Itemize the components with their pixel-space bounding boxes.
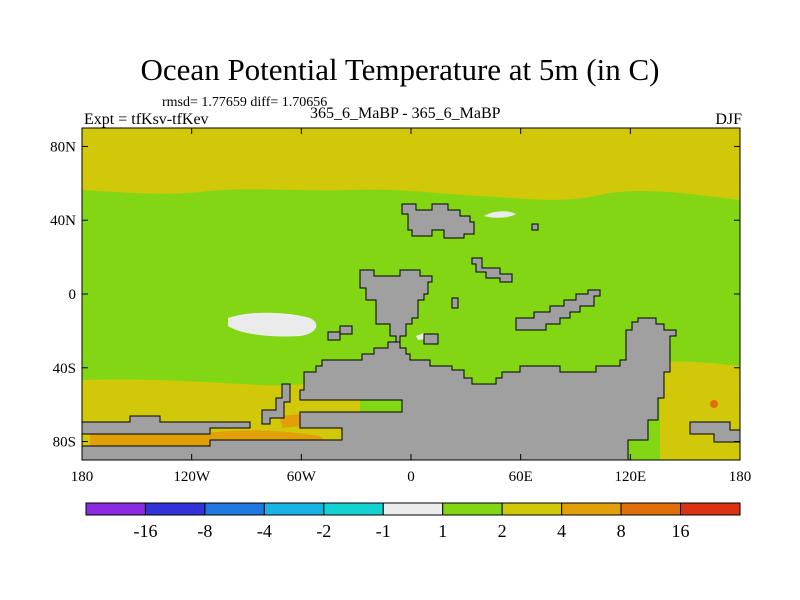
x-tick-label: 120W bbox=[173, 469, 211, 485]
land-mask bbox=[81, 203, 741, 461]
field-north-band bbox=[82, 128, 740, 200]
y-tick-label: 80N bbox=[50, 139, 76, 155]
land-peninsula bbox=[261, 383, 291, 425]
colorbar-swatch bbox=[382, 502, 444, 516]
land-africa-antarctica bbox=[81, 269, 677, 461]
colorbar-label: 2 bbox=[498, 521, 507, 541]
x-axis: 180 120W 60W 0 60E 120E 180 bbox=[71, 128, 752, 485]
x-tick-label: 60E bbox=[509, 469, 533, 485]
y-tick-label: 80S bbox=[53, 435, 76, 451]
y-tick-label: 40N bbox=[50, 213, 76, 229]
colorbar-swatch bbox=[501, 502, 563, 516]
field-south-band-east bbox=[660, 361, 740, 460]
land-island-3 bbox=[327, 331, 341, 341]
land-island-5 bbox=[531, 223, 539, 231]
field-near-zero-patch-1 bbox=[228, 312, 317, 337]
colorbar-label: -8 bbox=[197, 521, 212, 541]
colorbar-swatch bbox=[323, 502, 384, 516]
x-tick-label: 120E bbox=[614, 469, 646, 485]
colorbar-swatch bbox=[144, 502, 206, 516]
land-arabia bbox=[471, 257, 513, 283]
colorbar-label: 8 bbox=[617, 521, 626, 541]
colorbar-label: -1 bbox=[376, 521, 391, 541]
x-tick-label: 60W bbox=[287, 469, 317, 485]
colorbar-swatch bbox=[85, 502, 146, 516]
colorbar-swatch bbox=[680, 502, 741, 516]
colorbar-swatch bbox=[620, 502, 682, 516]
field-warm-patch-3 bbox=[280, 414, 302, 428]
land-island-1 bbox=[451, 297, 459, 309]
colorbar-swatch bbox=[442, 502, 503, 516]
land-indonesia bbox=[515, 289, 601, 331]
stats-line: rmsd= 1.77659 diff= 1.70656 bbox=[162, 95, 328, 110]
colorbar-swatch bbox=[263, 502, 325, 516]
colorbar-swatch bbox=[561, 502, 622, 516]
colorbar-swatch bbox=[204, 502, 265, 516]
colorbar: -16 -8 -4 -2 -1 1 2 4 8 16 bbox=[85, 502, 741, 541]
x-tick-label: 180 bbox=[729, 469, 752, 485]
colorbar-label: -16 bbox=[133, 521, 157, 541]
colorbar-label: 1 bbox=[438, 521, 447, 541]
colorbar-label: -4 bbox=[257, 521, 272, 541]
x-tick-label: 180 bbox=[71, 469, 94, 485]
y-tick-label: 40S bbox=[53, 361, 76, 377]
x-tick-label: 0 bbox=[407, 469, 415, 485]
colorbar-label: 4 bbox=[557, 521, 566, 541]
colorbar-label: -2 bbox=[316, 521, 331, 541]
experiment-label: Expt = tfKsv-tfKev bbox=[84, 111, 209, 128]
season-label: DJF bbox=[715, 111, 742, 128]
land-eurasia bbox=[401, 203, 475, 239]
land-island-4 bbox=[339, 325, 353, 335]
y-axis: 80N 40N 0 40S 80S bbox=[50, 139, 740, 451]
land-island-2 bbox=[423, 333, 439, 345]
y-tick-label: 0 bbox=[69, 287, 77, 303]
case-label: 365_6_MaBP - 365_6_MaBP bbox=[310, 105, 501, 122]
land-antarctic-strip bbox=[81, 415, 251, 435]
field-warm-patch-4 bbox=[710, 400, 718, 408]
colorbar-label: 16 bbox=[672, 521, 690, 541]
field-near-zero-patch-2 bbox=[484, 211, 516, 218]
chart-title: Ocean Potential Temperature at 5m (in C) bbox=[140, 52, 660, 87]
